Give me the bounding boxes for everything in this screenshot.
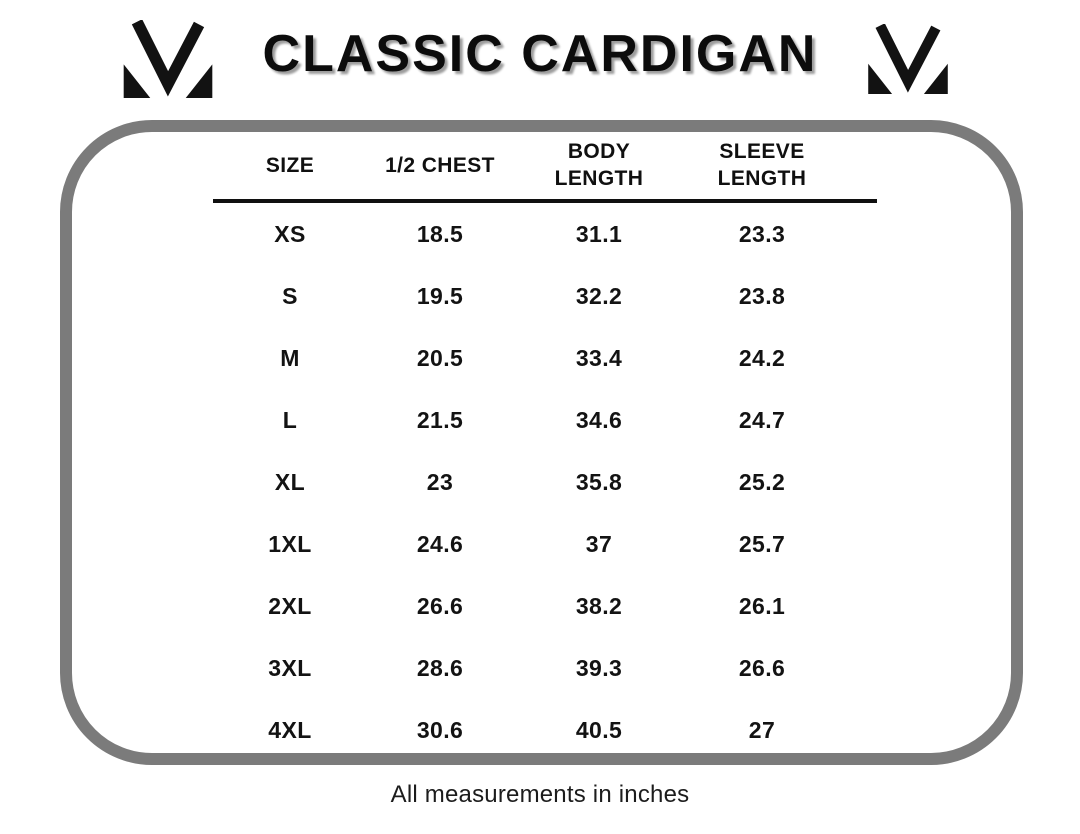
column-header-label: SIZE <box>265 153 315 177</box>
table-row: L 21.5 34.6 24.7 <box>213 389 877 451</box>
cell-sleeve-length: 23.3 <box>738 220 786 247</box>
table-header-row: SIZE 1/2 CHEST BODY LENGTH SLEEVE LENGTH <box>213 135 877 197</box>
column-header-half-chest: 1/2 CHEST <box>367 135 513 197</box>
column-header-body-length: BODY LENGTH <box>513 135 685 197</box>
table-body: XS 18.5 31.1 23.3 S 19.5 32.2 23.8 M 20.… <box>213 203 877 761</box>
table-row: 3XL 28.6 39.3 26.6 <box>213 637 877 699</box>
cell-body-length: 39.3 <box>575 654 623 681</box>
chart-frame <box>60 120 1023 765</box>
measurements-note: All measurements in inches <box>390 781 690 808</box>
cell-body-length: 33.4 <box>575 344 623 371</box>
cell-half-chest: 28.6 <box>416 654 464 681</box>
table-row: S 19.5 32.2 23.8 <box>213 265 877 327</box>
header-divider <box>213 199 877 203</box>
cell-body-length: 40.5 <box>575 716 623 743</box>
column-header-label: 1/2 CHEST <box>385 153 495 177</box>
cell-sleeve-length: 24.7 <box>738 406 786 433</box>
column-header-label: LENGTH <box>717 167 807 190</box>
column-header-size: SIZE <box>213 135 367 197</box>
page-title: CLASSIC CARDIGAN <box>262 25 818 83</box>
table-row: M 20.5 33.4 24.2 <box>213 327 877 389</box>
cell-half-chest: 30.6 <box>416 716 464 743</box>
cell-half-chest: 20.5 <box>416 344 464 371</box>
cell-body-length: 38.2 <box>575 592 623 619</box>
cell-body-length: 37 <box>585 530 613 557</box>
cell-half-chest: 24.6 <box>416 530 464 557</box>
brand-m-logo-icon <box>122 20 214 98</box>
size-table: SIZE 1/2 CHEST BODY LENGTH SLEEVE LENGTH… <box>213 135 877 761</box>
column-header-label: SLEEVE <box>719 140 805 164</box>
cell-sleeve-length: 27 <box>748 716 776 743</box>
column-header-label: BODY <box>567 140 631 164</box>
cell-sleeve-length: 26.1 <box>738 592 786 619</box>
cell-size: 1XL <box>268 530 312 557</box>
cell-body-length: 31.1 <box>575 220 623 247</box>
cell-size: XL <box>274 468 306 495</box>
table-row: 2XL 26.6 38.2 26.1 <box>213 575 877 637</box>
cell-half-chest: 19.5 <box>416 282 464 309</box>
brand-m-logo-icon <box>868 24 948 94</box>
cell-size: 2XL <box>268 592 312 619</box>
cell-body-length: 34.6 <box>575 406 623 433</box>
cell-sleeve-length: 24.2 <box>738 344 786 371</box>
cell-half-chest: 21.5 <box>416 406 464 433</box>
cell-size: 4XL <box>268 716 312 743</box>
table-row: 4XL 30.6 40.5 27 <box>213 699 877 761</box>
cell-half-chest: 23 <box>426 468 454 495</box>
cell-size: 3XL <box>268 654 312 681</box>
cell-half-chest: 26.6 <box>416 592 464 619</box>
cell-size: S <box>282 282 298 309</box>
cell-body-length: 35.8 <box>575 468 623 495</box>
table-row: XS 18.5 31.1 23.3 <box>213 203 877 265</box>
column-header-sleeve-length: SLEEVE LENGTH <box>685 135 839 197</box>
cell-size: M <box>280 344 300 371</box>
cell-sleeve-length: 26.6 <box>738 654 786 681</box>
cell-size: XS <box>274 220 306 247</box>
cell-sleeve-length: 25.7 <box>738 530 786 557</box>
table-row: 1XL 24.6 37 25.7 <box>213 513 877 575</box>
cell-sleeve-length: 25.2 <box>738 468 786 495</box>
cell-half-chest: 18.5 <box>416 220 464 247</box>
cell-body-length: 32.2 <box>575 282 623 309</box>
table-row: XL 23 35.8 25.2 <box>213 451 877 513</box>
cell-sleeve-length: 23.8 <box>738 282 786 309</box>
cell-size: L <box>282 406 298 433</box>
column-header-label: LENGTH <box>554 167 644 190</box>
